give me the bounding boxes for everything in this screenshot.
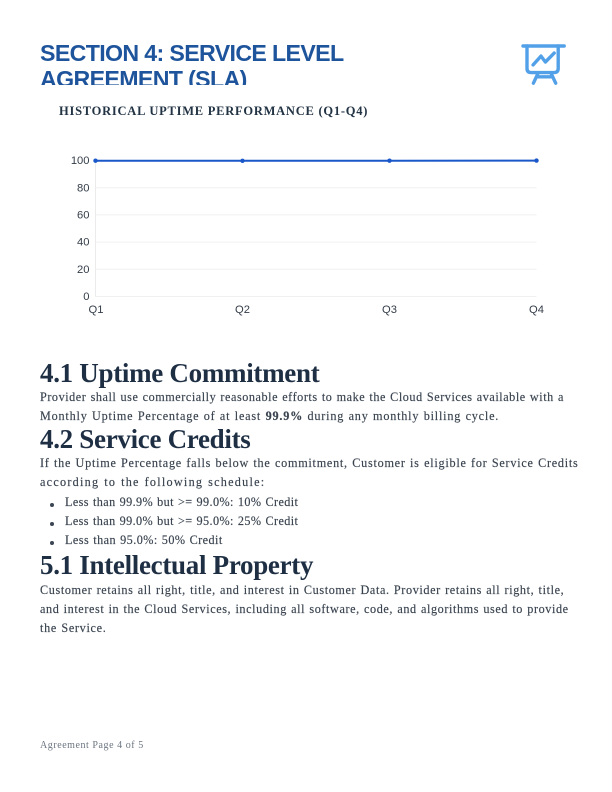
svg-text:Q2: Q2: [235, 304, 250, 316]
svg-text:Q3: Q3: [382, 304, 397, 316]
svg-text:60: 60: [77, 210, 89, 222]
svg-text:100: 100: [71, 155, 90, 167]
svg-text:80: 80: [77, 182, 89, 194]
svg-text:Q4: Q4: [529, 304, 544, 316]
svg-text:40: 40: [77, 237, 89, 249]
svg-text:Q1: Q1: [89, 304, 104, 316]
svg-text:0: 0: [83, 291, 89, 303]
svg-text:20: 20: [77, 264, 89, 276]
